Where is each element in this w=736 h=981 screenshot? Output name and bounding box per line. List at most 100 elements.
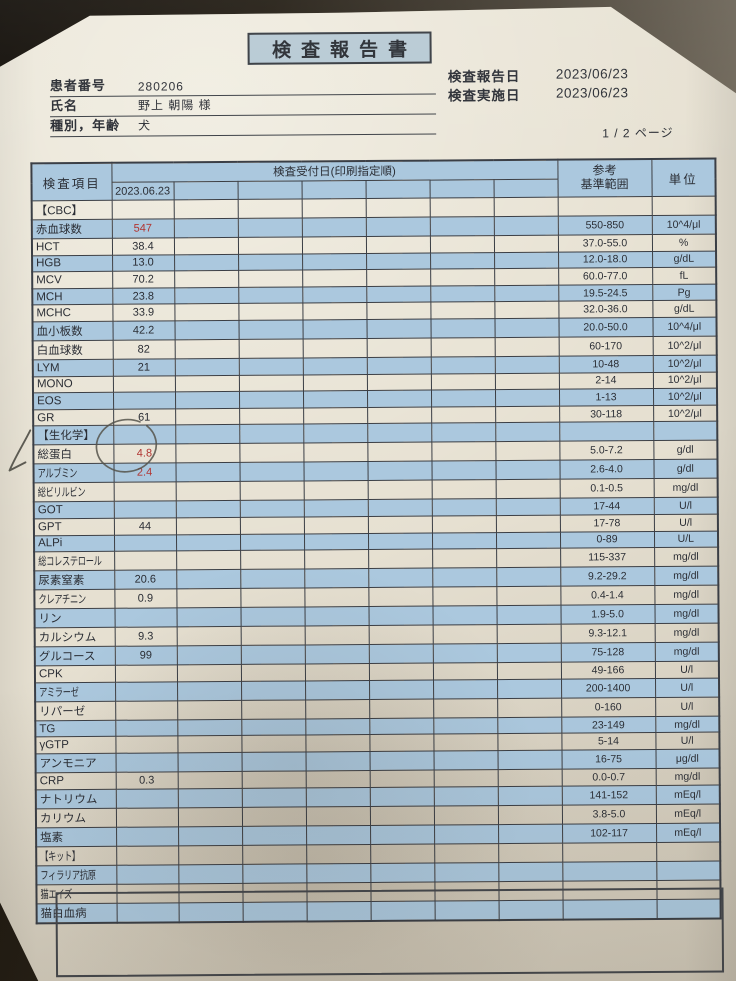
- empty-result-cell: [237, 236, 303, 254]
- empty-result-cell: [304, 587, 369, 608]
- reference-range-cell: 17-78: [559, 514, 654, 532]
- empty-result-cell: [241, 787, 306, 807]
- test-name: 【CBC】: [35, 204, 84, 218]
- empty-result-cell: [304, 568, 369, 589]
- result-value-cell: [115, 681, 178, 701]
- empty-result-cell: [174, 339, 239, 359]
- empty-result-cell: [496, 586, 561, 606]
- unit-cell: U/l: [655, 696, 720, 717]
- empty-result-cell: [238, 391, 304, 409]
- empty-result-cell: [302, 302, 367, 320]
- empty-result-cell: [173, 218, 238, 238]
- empty-result-cell: [369, 805, 435, 825]
- unit-cell: 10^2/μl: [652, 388, 718, 406]
- empty-result-cell: [431, 441, 496, 462]
- reference-range-cell: 0-160: [561, 697, 656, 717]
- empty-result-cell: [369, 679, 434, 700]
- empty-result-cell: [175, 408, 240, 426]
- unit-cell: mg/dl: [654, 604, 719, 624]
- test-name-cell: カルシウム: [34, 627, 115, 647]
- result-value-cell: 547: [111, 218, 174, 239]
- col-header-reference-range: 参考 基準範囲: [557, 159, 652, 198]
- empty-result-cell: [494, 318, 559, 338]
- empty-result-cell: [498, 823, 563, 844]
- empty-result-cell: [304, 663, 370, 681]
- empty-result-cell: [367, 499, 432, 517]
- empty-result-cell: [369, 786, 434, 806]
- empty-result-cell: [430, 389, 496, 407]
- empty-result-cell: [494, 268, 559, 286]
- empty-result-cell: [173, 237, 239, 255]
- reference-range-cell: 141-152: [561, 785, 656, 805]
- empty-result-cell: [367, 461, 432, 481]
- empty-result-cell: [302, 338, 367, 358]
- empty-result-cell: [430, 356, 495, 374]
- unit-cell: mg/dl: [655, 767, 720, 786]
- test-name-cell: 総蛋白: [33, 444, 114, 465]
- result-value-cell: 99: [114, 645, 177, 666]
- test-name-cell: MONO: [32, 375, 113, 393]
- empty-result-cell: [239, 533, 305, 551]
- empty-result-cell: [174, 320, 239, 340]
- unit-cell: fL: [652, 267, 717, 285]
- result-value-cell: 23.8: [112, 287, 175, 305]
- empty-result-cell: [434, 824, 499, 844]
- empty-result-cell: [366, 373, 431, 391]
- empty-result-cell: [238, 270, 303, 288]
- empty-result-cell: [175, 462, 240, 483]
- result-value-cell: 70.2: [112, 271, 175, 289]
- empty-result-cell: [238, 357, 303, 375]
- empty-result-cell: [495, 498, 560, 516]
- empty-result-cell: [496, 605, 561, 625]
- patient-number-row: 患者番号 280206: [49, 74, 436, 98]
- test-name: GR: [37, 411, 55, 424]
- date-column-empty: [173, 181, 238, 200]
- empty-result-cell: [239, 481, 304, 501]
- reference-range-cell: 32.0-36.0: [558, 300, 653, 319]
- test-name-cell: グルコース: [34, 646, 115, 666]
- unit-cell: 10^2/μl: [652, 355, 717, 373]
- test-name: LYM: [36, 361, 60, 375]
- empty-result-cell: [433, 750, 498, 770]
- empty-result-cell: [496, 662, 562, 680]
- result-value-cell: [112, 392, 176, 410]
- empty-result-cell: [496, 548, 561, 568]
- empty-result-cell: [241, 735, 306, 753]
- reference-range-cell: 115-337: [560, 547, 655, 568]
- unit-cell: U/L: [653, 530, 719, 548]
- empty-result-cell: [303, 533, 369, 551]
- empty-result-cell: [433, 717, 498, 735]
- result-value-cell: [116, 826, 179, 846]
- empty-result-cell: [303, 442, 368, 463]
- date-column-empty: [429, 179, 494, 199]
- empty-result-cell: [496, 624, 561, 644]
- test-name: CPK: [38, 668, 63, 681]
- empty-result-cell: [434, 843, 499, 863]
- unit-cell: 10^4/μl: [652, 317, 717, 337]
- result-value-cell: 42.2: [112, 320, 175, 341]
- empty-result-cell: [238, 303, 303, 321]
- empty-result-cell: [366, 302, 431, 320]
- empty-result-cell: [369, 717, 434, 735]
- empty-result-cell: [367, 406, 432, 424]
- reference-range-cell: 17-44: [559, 497, 654, 516]
- test-name-cell: TG: [35, 719, 116, 738]
- unit-cell: U/l: [654, 661, 720, 679]
- empty-result-cell: [494, 251, 559, 269]
- empty-result-cell: [433, 805, 499, 825]
- empty-result-cell: [176, 550, 241, 570]
- test-name: γGTP: [39, 739, 69, 752]
- empty-result-cell: [431, 479, 496, 500]
- test-name-cell: 白血球数: [32, 340, 113, 360]
- empty-result-cell: [305, 751, 370, 771]
- unit-cell: mg/dl: [653, 478, 718, 498]
- empty-result-cell: [240, 550, 305, 570]
- empty-result-cell: [432, 548, 497, 569]
- reference-range-cell: 20.0-50.0: [558, 317, 653, 338]
- test-name-cell: CPK: [34, 665, 116, 683]
- empty-result-cell: [238, 253, 303, 271]
- empty-result-cell: [432, 643, 497, 664]
- unit-cell: 10^2/μl: [652, 371, 717, 389]
- empty-result-cell: [431, 406, 496, 424]
- result-value-cell: [114, 550, 177, 571]
